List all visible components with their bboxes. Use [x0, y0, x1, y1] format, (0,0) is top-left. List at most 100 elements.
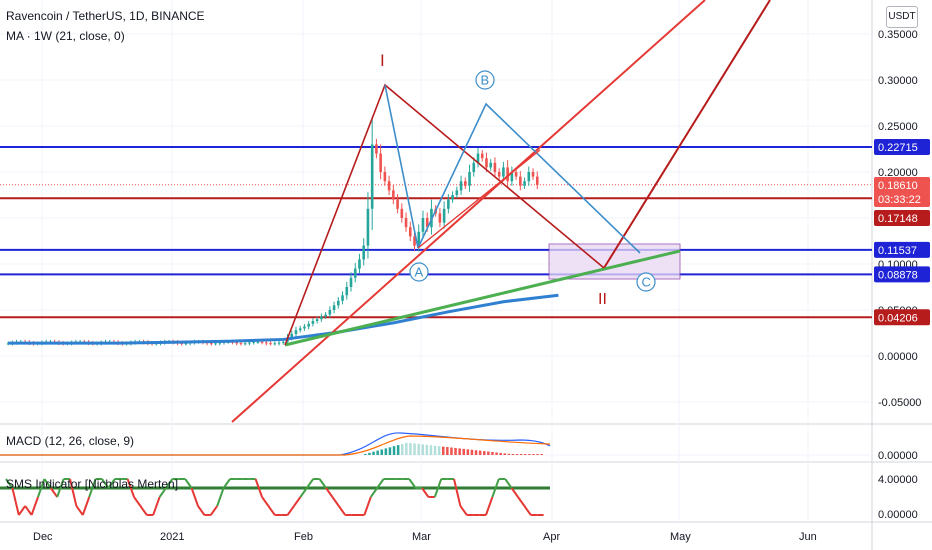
- macd-histogram-bar: [368, 452, 371, 455]
- candle-body: [294, 330, 298, 334]
- candle-body: [341, 295, 344, 301]
- candle-body: [362, 245, 366, 260]
- sms-signal-segment: [318, 478, 327, 489]
- candle-body: [510, 172, 514, 182]
- candle-body: [210, 343, 213, 345]
- candle-body: [400, 208, 404, 218]
- candle-body: [519, 176, 522, 186]
- candle-body: [243, 343, 247, 345]
- price-tick-label: -0.05000: [878, 397, 921, 409]
- sms-signal-segment: [5, 478, 14, 489]
- green-support-line: [284, 249, 681, 347]
- price-tick-label: 0.30000: [878, 75, 918, 87]
- candle-body: [472, 162, 476, 172]
- wave-label-b: B: [481, 73, 490, 88]
- sms-signal-segment: [88, 478, 97, 498]
- macd-histogram-bar: [401, 444, 404, 455]
- wave-label-i: I: [380, 51, 385, 70]
- candle-body: [218, 342, 222, 344]
- time-tick-label: 2021: [160, 531, 184, 543]
- wave-label-c: C: [642, 275, 651, 290]
- candle-body: [464, 181, 467, 186]
- price-tick-label: 0.35000: [878, 29, 918, 41]
- sms-signal-segment: [11, 487, 20, 516]
- price-tick-label: 0.20000: [878, 167, 918, 179]
- macd-histogram-bar: [528, 454, 531, 455]
- macd-histogram-bar: [470, 449, 474, 455]
- macd-histogram-bar: [376, 450, 379, 455]
- time-axis[interactable]: Dec 2021 Feb Mar Apr May Jun: [33, 531, 817, 543]
- sms-signal-segment: [510, 487, 519, 498]
- candle-body: [493, 162, 497, 172]
- macd-histogram-bar: [519, 454, 523, 455]
- candle-body: [455, 190, 459, 195]
- sms-signal-segment: [30, 496, 39, 516]
- macd-histogram-bar: [417, 443, 420, 455]
- wave-label-circle: [636, 272, 656, 292]
- candle-body: [476, 153, 480, 163]
- macd-histogram-bar: [425, 444, 429, 455]
- candle-body: [379, 153, 382, 172]
- time-tick-label: Mar: [412, 531, 431, 543]
- sms-signal-segment: [209, 505, 219, 516]
- ma-legend: MA · 1W (21, close, 0): [6, 29, 125, 43]
- candle-body: [303, 326, 306, 329]
- macd-histogram-bar: [540, 454, 543, 455]
- macd-histogram-bar: [429, 445, 433, 455]
- macd-histogram-bar: [388, 447, 392, 455]
- sms-signal-segment: [158, 487, 167, 498]
- candle-body: [184, 343, 188, 345]
- candle-body: [392, 190, 395, 200]
- candle-body: [273, 343, 277, 345]
- ma-1w-line: [8, 293, 559, 345]
- abc-pattern-line: [384, 84, 419, 249]
- candle-body: [502, 167, 505, 177]
- macd-histogram-bar: [478, 450, 482, 455]
- macd-histogram-bar: [458, 448, 461, 455]
- sms-signal-segment: [139, 505, 148, 516]
- macd-histogram-bar: [503, 453, 506, 455]
- macd-histogram-bar: [380, 449, 383, 455]
- candle-body: [248, 342, 251, 344]
- macd-histogram-bar: [442, 446, 445, 455]
- price-axis-badge-text: 0.04206: [878, 312, 918, 324]
- candle-body: [265, 342, 268, 344]
- candle-body: [328, 310, 332, 315]
- price-axis[interactable]: 0.350000.300000.250000.200000.150000.100…: [874, 29, 930, 521]
- candle-body: [535, 176, 539, 185]
- candle-body: [256, 341, 260, 343]
- price-axis-badge: [874, 177, 930, 193]
- sms-signal-segment: [337, 505, 347, 516]
- macd-histogram-bar: [495, 452, 498, 455]
- trend-drawings: [8, 0, 771, 423]
- sms-signal-segment: [325, 487, 334, 498]
- candle-body: [387, 181, 391, 191]
- candle-body: [214, 343, 217, 345]
- sms-signal-segment: [261, 496, 270, 507]
- macd-histogram-bar: [364, 453, 367, 455]
- wave-projection-line: [603, 0, 771, 269]
- sms-signal-segment: [305, 478, 315, 489]
- macd-histogram-bar: [499, 452, 502, 455]
- candle-body: [421, 218, 425, 232]
- sms-pane: [0, 478, 550, 516]
- currency-button[interactable]: USDT: [886, 6, 918, 28]
- macd-histogram-bar: [466, 449, 470, 455]
- price-axis-badge-text: 0.08878: [878, 269, 918, 281]
- sms-signal-segment: [363, 496, 372, 516]
- abc-base-line: [417, 149, 541, 249]
- sms-signal-segment: [197, 505, 206, 516]
- macd-histogram-bar: [446, 447, 449, 455]
- macd-histogram-bar: [450, 447, 453, 455]
- sms-signal-segment: [453, 478, 462, 507]
- sms-signal-segment: [286, 505, 295, 516]
- sms-signal-segment: [517, 496, 526, 507]
- macd-histogram-bar: [515, 454, 519, 455]
- candle-body: [447, 199, 450, 209]
- macd-legend: MACD (12, 26, close, 9): [6, 434, 135, 448]
- sms-signal-segment: [433, 478, 443, 498]
- ascending-trendline: [231, 0, 706, 423]
- price-axis-badge: [874, 241, 930, 258]
- candle-body: [438, 213, 442, 223]
